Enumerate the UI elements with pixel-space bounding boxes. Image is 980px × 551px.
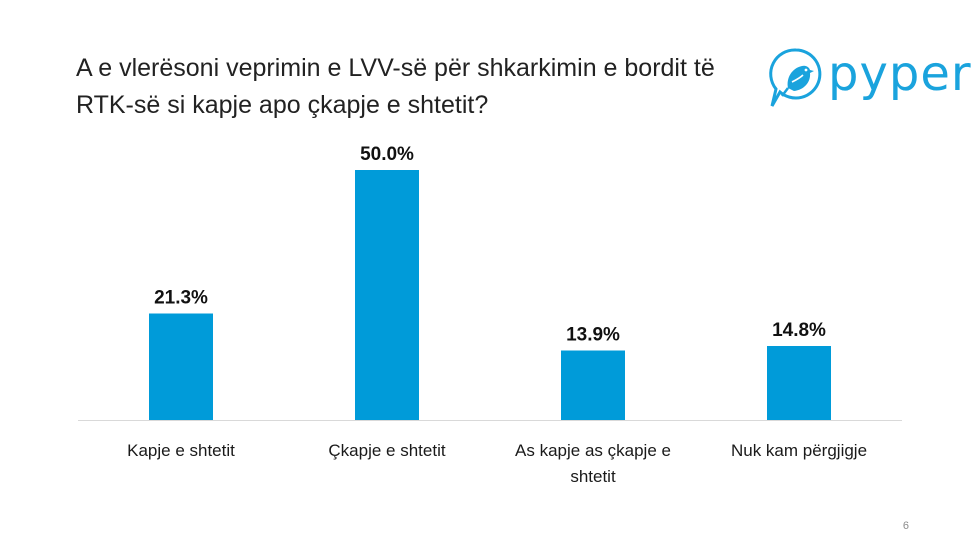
title-line-1: A e vlerësoni veprimin e LVV-së për shka…: [76, 54, 715, 82]
bar-4: [767, 346, 831, 420]
logo-text: pyper: [828, 46, 972, 102]
data-label-2: 50.0%: [360, 144, 414, 165]
data-label-4: 14.8%: [772, 320, 826, 341]
title-line-2: RTK-së si kapje apo çkapje e shtetit?: [76, 91, 489, 119]
bird-icon: [769, 48, 822, 107]
bar-2: [355, 170, 419, 420]
data-label-1: 21.3%: [154, 288, 208, 309]
category-label-4: Nuk kam përgjigje: [731, 441, 867, 460]
pyper-logo: pyper: [766, 44, 971, 116]
bar-1: [149, 313, 213, 420]
category-label-2: Çkapje e shtetit: [328, 441, 445, 460]
data-label-3: 13.9%: [566, 325, 620, 346]
page-number: 6: [902, 520, 909, 532]
category-label-3-line-1: As kapje as çkapje e: [515, 441, 671, 460]
category-label-3-line-2: shtetit: [570, 467, 616, 486]
bar-3: [561, 350, 625, 420]
page-title: A e vlerësoni veprimin e LVV-së për shka…: [76, 50, 776, 124]
category-label-1: Kapje e shtetit: [127, 441, 235, 460]
